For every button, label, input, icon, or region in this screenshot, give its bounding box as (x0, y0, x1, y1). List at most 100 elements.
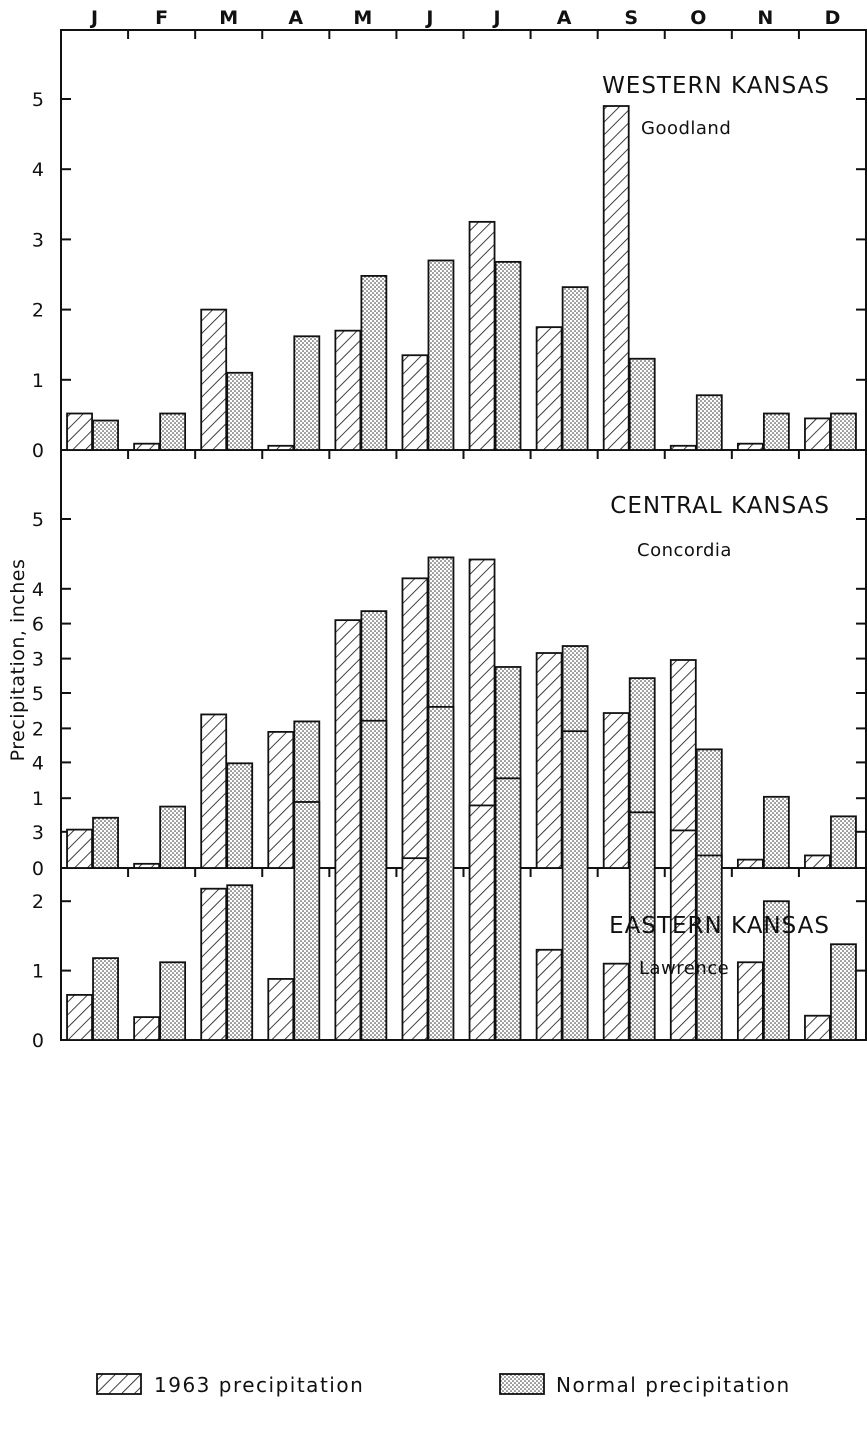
month-label: O (690, 7, 706, 29)
y-axis-label: Precipitation, inches (7, 559, 29, 762)
bar-1963 (736, 442, 764, 451)
bar-normal (830, 412, 857, 451)
y-tick-label: 2 (32, 300, 44, 322)
bar-1963 (669, 829, 697, 1041)
bar-normal (494, 260, 522, 451)
month-label: A (557, 7, 572, 29)
bar-normal (695, 748, 723, 869)
bar-normal (293, 801, 321, 1041)
legend-swatch-normal (499, 1373, 545, 1395)
bar-normal (360, 275, 388, 451)
bar-1963 (804, 854, 831, 869)
bar-normal (561, 730, 589, 1041)
bar-normal (293, 335, 321, 451)
bar-1963 (401, 577, 429, 869)
bar-1963 (535, 948, 563, 1041)
bar-normal (92, 816, 119, 869)
y-tick-label: 1 (32, 788, 44, 810)
y-tick-label: 5 (32, 89, 44, 111)
month-label: J (89, 7, 98, 29)
bar-1963 (66, 412, 93, 451)
legend-swatch-1963 (96, 1373, 142, 1395)
y-tick-label: 1 (32, 370, 44, 392)
bar-1963 (267, 730, 295, 869)
bar-normal (92, 957, 119, 1041)
y-tick-label: 6 (32, 614, 44, 636)
bar-normal (695, 854, 723, 1041)
month-label: A (288, 7, 303, 29)
bar-1963 (535, 326, 563, 451)
panel-frames (60, 29, 867, 1041)
panel-title: WESTERN KANSAS (602, 73, 830, 99)
bars (66, 105, 857, 1041)
panel-title: EASTERN KANSAS (609, 913, 830, 939)
bar-normal (226, 371, 254, 451)
y-tick-label: 0 (32, 1030, 44, 1052)
y-tick-label: 2 (32, 891, 44, 913)
bar-1963 (602, 712, 630, 869)
bar-1963 (267, 444, 295, 451)
y-tick-label: 0 (32, 440, 44, 462)
y-tick-label: 3 (32, 229, 44, 251)
month-label: D (825, 7, 841, 29)
month-label: F (155, 7, 168, 29)
bar-1963 (804, 417, 831, 451)
bar-normal (159, 412, 187, 451)
bar-normal (159, 805, 187, 869)
bar-normal (628, 811, 656, 1041)
bar-1963 (133, 1016, 161, 1041)
bar-normal (762, 795, 790, 869)
y-tick-label: 5 (32, 509, 44, 531)
legend-label-1963: 1963 precipitation (154, 1373, 364, 1397)
bar-1963 (200, 887, 228, 1041)
bar-normal (427, 705, 455, 1041)
bar-1963 (334, 329, 362, 451)
bar-1963 (736, 858, 764, 869)
bar-normal (226, 762, 254, 869)
bar-normal (695, 394, 723, 451)
bar-normal (92, 419, 119, 451)
legend: 1963 precipitation Normal precipitation (96, 1373, 791, 1397)
bar-1963 (602, 105, 630, 451)
bar-normal (830, 943, 857, 1041)
bar-1963 (602, 962, 630, 1041)
bar-1963 (401, 857, 429, 1041)
station-label: Concordia (637, 540, 732, 561)
bar-1963 (334, 619, 362, 1041)
bar-normal (159, 961, 187, 1041)
y-tick-label: 0 (32, 858, 44, 880)
bar-1963 (401, 354, 429, 451)
bar-normal (628, 357, 656, 451)
month-label: J (492, 7, 501, 29)
bar-1963 (468, 804, 496, 1041)
bar-normal (762, 412, 790, 451)
bar-1963 (66, 993, 93, 1041)
bar-1963 (804, 1014, 831, 1041)
bar-normal (830, 815, 857, 869)
bar-1963 (133, 442, 161, 451)
bar-1963 (669, 444, 697, 451)
bar-normal (360, 719, 388, 1041)
bar-1963 (736, 961, 764, 1041)
bar-1963 (66, 828, 93, 869)
y-tick-label: 4 (32, 159, 44, 181)
bar-normal (494, 777, 522, 1041)
chart-text: J F M A M J J A S O N D 0 1 2 3 4 5 WESTERN KANSAS Goodland… (7, 7, 840, 1052)
y-tick-label: 1 (32, 961, 44, 983)
panel-title: CENTRAL KANSAS (610, 493, 830, 519)
y-tick-label: 4 (32, 579, 44, 601)
y-tick-label: 5 (32, 683, 44, 705)
bar-1963 (133, 862, 161, 869)
y-tick-label: 2 (32, 718, 44, 740)
legend-label-normal: Normal precipitation (556, 1373, 791, 1397)
station-label: Goodland (641, 118, 731, 139)
bar-1963 (468, 220, 496, 451)
station-label: Lawrence (639, 958, 729, 979)
bar-1963 (535, 652, 563, 869)
month-label: J (424, 7, 433, 29)
bar-normal (561, 286, 589, 451)
bar-normal (762, 900, 790, 1041)
bar-1963 (200, 713, 228, 869)
month-label: S (624, 7, 638, 29)
y-tick-label: 4 (32, 752, 44, 774)
